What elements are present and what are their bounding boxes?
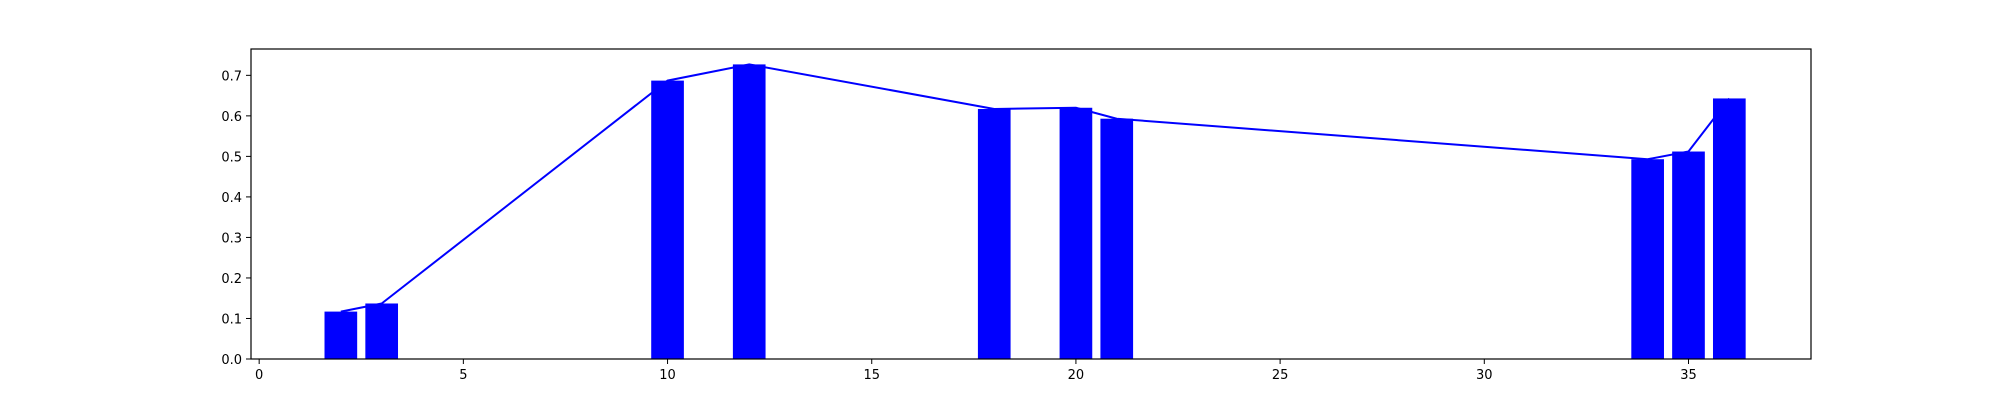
y-tick-label: 0.2	[221, 272, 242, 287]
y-tick-label: 0.5	[221, 150, 242, 165]
bar-x-10	[651, 80, 684, 359]
x-tick-label: 30	[1476, 368, 1493, 383]
y-tick-label: 0.7	[221, 69, 242, 84]
bar-x-34	[1631, 159, 1664, 359]
bars-layer	[324, 64, 1746, 360]
y-tick-label: 0.4	[221, 191, 242, 206]
bar-x-12	[732, 64, 766, 360]
bar-x-21	[1100, 118, 1134, 360]
y-axis: 0.0 0.1 0.2 0.3 0.4 0.5 0.6 0.7	[221, 69, 251, 368]
x-tick-label: 25	[1272, 368, 1289, 383]
x-tick-label: 0	[255, 368, 263, 383]
x-tick-label: 5	[459, 368, 467, 383]
bar-x-2	[324, 311, 358, 359]
y-tick-label: 0.0	[221, 353, 242, 368]
bar-x-36	[1712, 98, 1746, 359]
bar-x-35	[1672, 151, 1705, 359]
bar-x-18	[977, 108, 1011, 360]
y-tick-label: 0.3	[221, 231, 242, 246]
y-tick-label: 0.1	[221, 312, 242, 327]
bar-x-3	[365, 303, 399, 359]
x-tick-label: 35	[1680, 368, 1697, 383]
series-line	[340, 63, 1731, 313]
x-tick-label: 10	[659, 368, 676, 383]
x-tick-label: 20	[1068, 368, 1085, 383]
y-tick-label: 0.6	[221, 110, 242, 125]
x-tick-label: 15	[863, 368, 880, 383]
x-axis: 0 5 10 15 20 25 30 35	[255, 359, 1697, 383]
plot-area-frame	[250, 48, 1812, 360]
bar-x-20	[1059, 107, 1093, 359]
